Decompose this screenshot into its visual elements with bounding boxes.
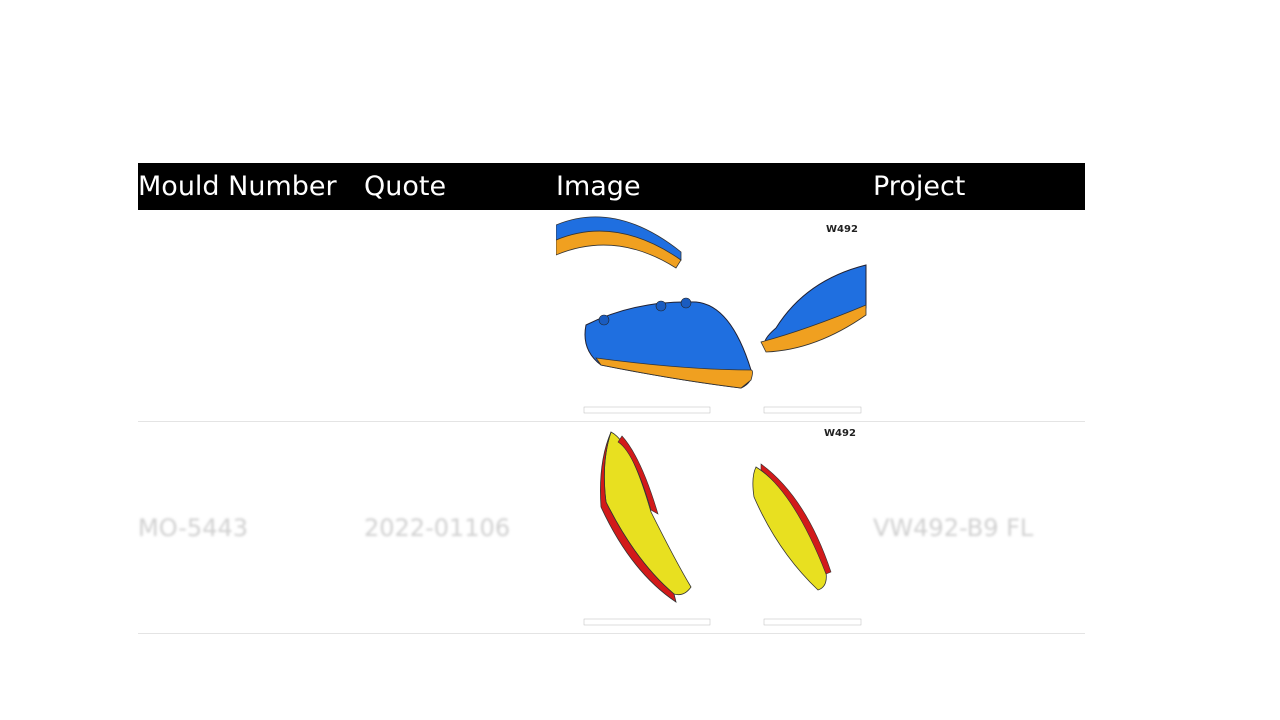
- mould-number-cell: [138, 210, 364, 421]
- image-label: W492: [826, 224, 858, 235]
- table-row: MO-5443 2022-01106 W492 VW492-B9 FL: [138, 422, 1085, 634]
- part-cad-render-icon: W492: [556, 210, 873, 421]
- quote-cell: [364, 210, 556, 421]
- header-mould-number: Mould Number: [138, 171, 337, 202]
- table-row: W492: [138, 210, 1085, 422]
- table-header: Mould Number Quote Image Project: [138, 163, 1085, 210]
- quote-cell: 2022-01106: [364, 513, 511, 542]
- part-cad-render-icon: W492: [556, 422, 873, 633]
- image-label: W492: [824, 428, 856, 439]
- project-cell: [873, 210, 1085, 421]
- part-image: W492: [556, 210, 873, 421]
- header-project: Project: [873, 171, 966, 202]
- header-quote: Quote: [364, 171, 447, 202]
- project-cell: VW492-B9 FL: [873, 513, 1034, 542]
- mould-table: Mould Number Quote Image Project: [138, 163, 1085, 634]
- part-image: W492: [556, 422, 873, 633]
- header-image: Image: [556, 171, 641, 202]
- mould-number-cell: MO-5443: [138, 513, 249, 542]
